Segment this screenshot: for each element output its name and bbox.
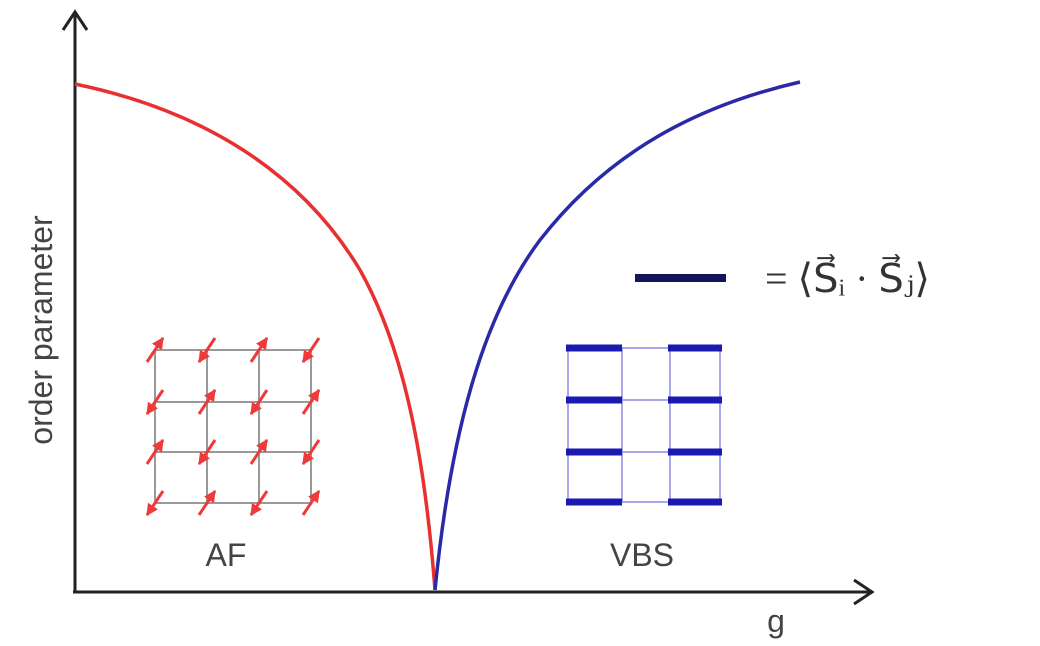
axes: [61, 9, 875, 606]
af-curve: [74, 82, 437, 591]
vbs-lattice: [567, 347, 721, 503]
legend-label: = ⟨S⃗ᵢ · S⃗ⱼ⟩: [765, 254, 930, 301]
af-lattice: [154, 349, 312, 504]
x-axis-label: g: [767, 603, 785, 639]
y-axis-label: order parameter: [23, 215, 59, 445]
phase-label: AF: [206, 537, 247, 573]
vbs-curve: [433, 80, 801, 591]
phase-label: VBS: [610, 537, 674, 573]
vbs-bonds: [566, 344, 722, 506]
af-spins: [147, 338, 319, 515]
